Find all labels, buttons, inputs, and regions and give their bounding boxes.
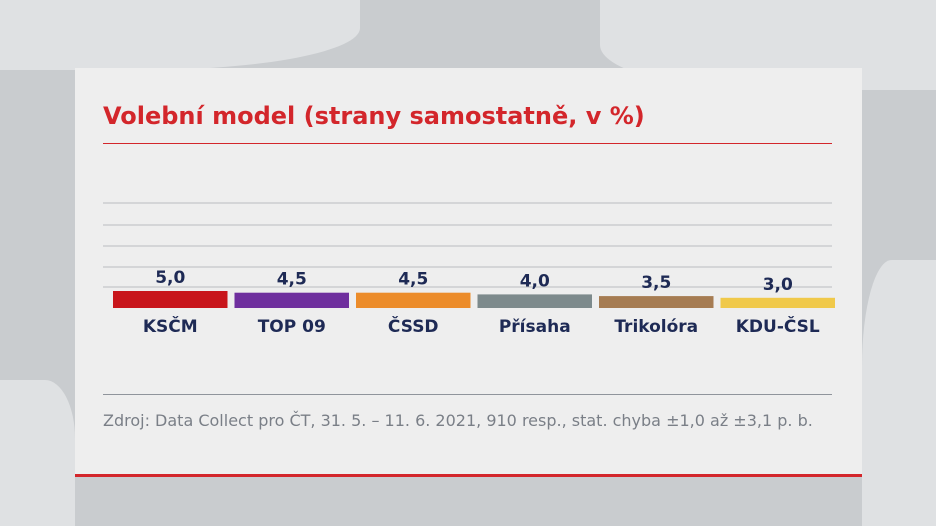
bar-5	[720, 297, 835, 308]
bar-1	[234, 292, 349, 308]
bar-2	[356, 292, 471, 308]
chart-title: Volební model (strany samostatně, v %)	[103, 102, 645, 130]
source-note: Zdroj: Data Collect pro ČT, 31. 5. – 11.…	[103, 411, 813, 430]
category-label-4: Trikolóra	[614, 317, 698, 337]
value-label-0: 5,0	[155, 268, 185, 288]
category-label-0: KSČM	[143, 315, 198, 337]
chart-card: Volební model (strany samostatně, v %) 5…	[75, 68, 862, 477]
bar-0	[113, 291, 228, 308]
value-label-4: 3,5	[641, 273, 671, 293]
value-label-3: 4,0	[520, 271, 550, 291]
category-label-5: KDU-ČSL	[736, 315, 820, 337]
source-divider	[103, 394, 832, 395]
category-label-2: ČSSD	[388, 315, 439, 337]
category-label-3: Přísaha	[499, 317, 571, 337]
map-background-shape	[862, 260, 936, 526]
map-background-shape	[0, 380, 75, 526]
value-label-5: 3,0	[763, 275, 793, 295]
bar-3	[477, 294, 592, 308]
value-label-2: 4,5	[398, 270, 428, 290]
title-divider	[103, 143, 832, 144]
category-label-1: TOP 09	[258, 317, 326, 337]
bar-4	[599, 296, 714, 308]
bar-chart: 5,0 KSČM 4,5 TOP 09 4,5 ČSSD 4,0 Přísaha 3,5 Trik…	[103, 202, 835, 337]
value-label-1: 4,5	[277, 270, 307, 290]
map-background-shape	[0, 0, 360, 70]
